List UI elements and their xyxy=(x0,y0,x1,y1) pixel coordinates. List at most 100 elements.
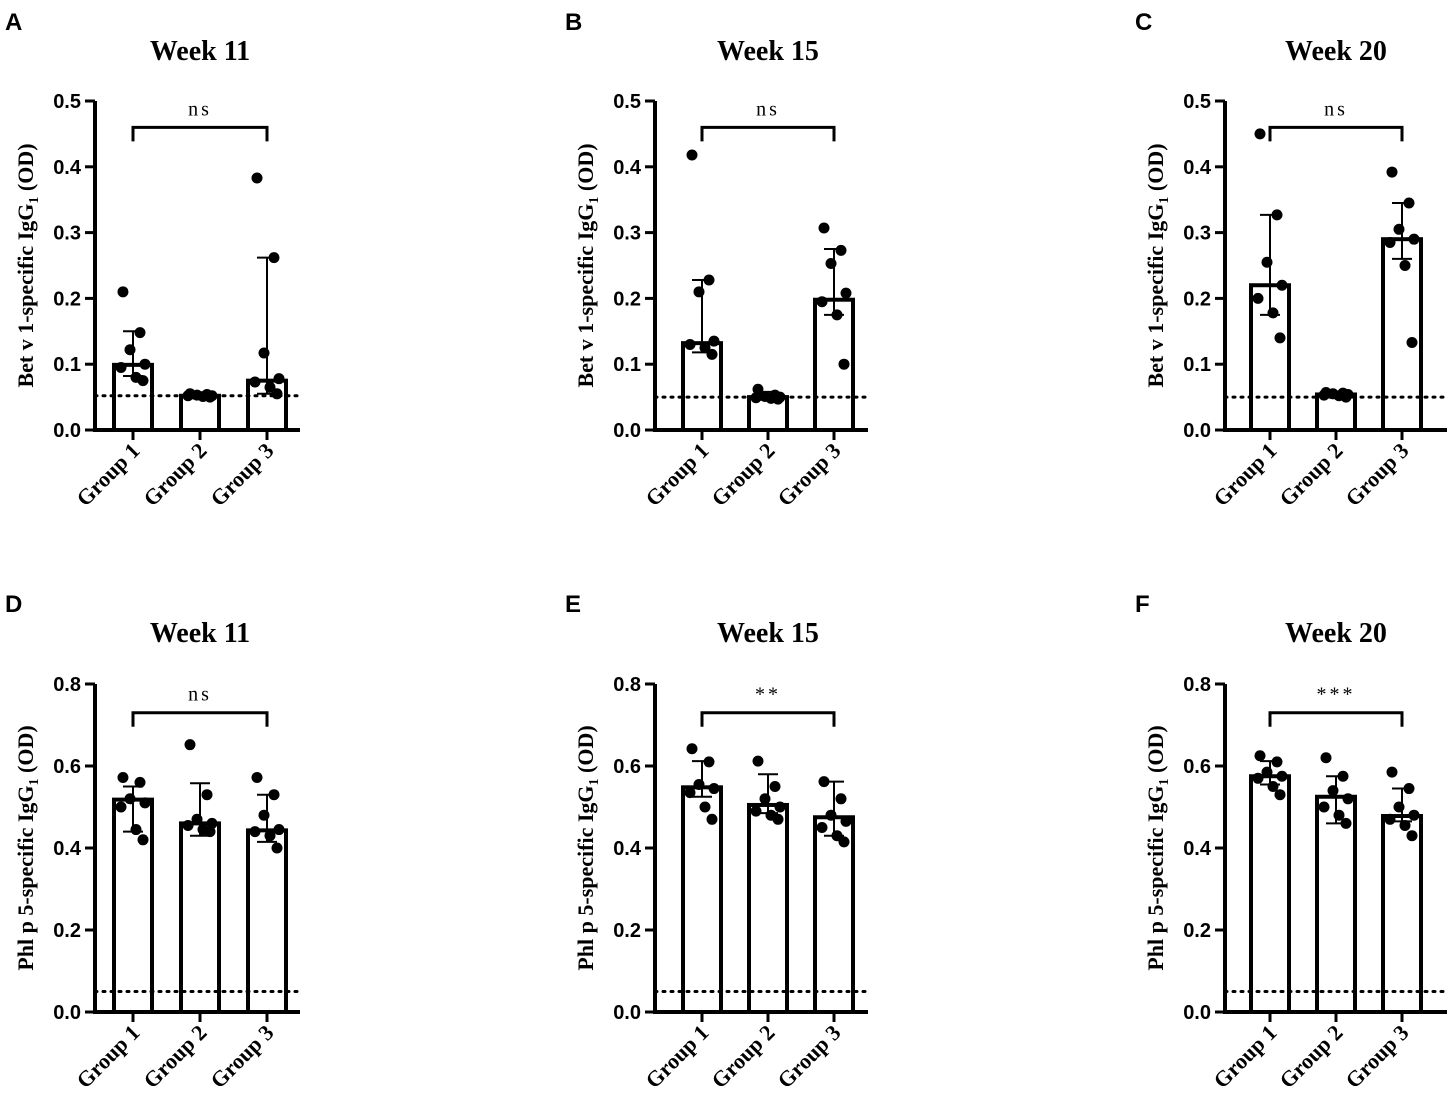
panel-letter: F xyxy=(1135,591,1150,618)
data-point xyxy=(708,335,720,347)
data-point xyxy=(1408,809,1420,821)
significance-label: ** xyxy=(755,684,781,706)
y-tick-label: 0.5 xyxy=(613,91,641,113)
data-point xyxy=(831,309,843,321)
data-point xyxy=(271,388,283,400)
bar-2 xyxy=(747,802,789,1015)
y-axis-label: Bet v 1-specific IgG1 (OD) xyxy=(13,143,42,387)
bar-2 xyxy=(1315,794,1357,1014)
data-point xyxy=(1318,389,1330,401)
panel-letter: C xyxy=(1135,9,1152,36)
data-point xyxy=(684,338,696,350)
data-point xyxy=(703,756,715,768)
data-point xyxy=(1386,766,1398,778)
data-point xyxy=(1271,209,1283,221)
x-tick-label: Group 1 xyxy=(640,1020,713,1093)
data-point xyxy=(1406,336,1418,348)
data-point xyxy=(1261,766,1273,778)
data-point xyxy=(774,801,786,813)
data-point xyxy=(251,172,263,184)
data-point xyxy=(1267,781,1279,792)
bar-3 xyxy=(246,828,288,1014)
x-tick-label: Group 2 xyxy=(1274,438,1347,511)
data-point xyxy=(772,813,784,825)
x-tick-label: Group 1 xyxy=(1208,1020,1281,1093)
data-point xyxy=(818,776,830,788)
data-point xyxy=(1342,793,1354,805)
data-point xyxy=(182,819,194,831)
y-tick-label: 0.2 xyxy=(1183,288,1211,310)
x-tick-label: Group 2 xyxy=(706,438,779,511)
significance-label: ns xyxy=(756,98,780,120)
data-point xyxy=(835,244,847,256)
data-point xyxy=(840,815,852,827)
data-point xyxy=(1403,783,1415,795)
data-point xyxy=(825,258,837,270)
y-axis-label: Phl p 5-specific IgG1 (OD) xyxy=(1143,725,1172,970)
y-tick-label: 0.1 xyxy=(1183,354,1211,376)
data-point xyxy=(684,787,696,799)
x-tick-label: Group 3 xyxy=(205,438,278,511)
data-point xyxy=(1261,256,1273,268)
x-tick-label: Group 1 xyxy=(71,1020,144,1093)
data-point xyxy=(1252,772,1264,784)
data-point xyxy=(139,358,151,370)
significance-label: ns xyxy=(1324,98,1348,120)
data-point xyxy=(750,805,762,817)
y-tick-label: 0.4 xyxy=(613,838,642,860)
data-point xyxy=(115,361,127,373)
y-tick-label: 0.1 xyxy=(53,354,81,376)
significance-bracket xyxy=(700,125,836,142)
data-point xyxy=(258,347,270,359)
significance-bracket xyxy=(1268,125,1404,142)
y-tick-label: 0.6 xyxy=(53,756,81,778)
data-point xyxy=(840,287,852,299)
x-tick-label: Group 1 xyxy=(640,438,713,511)
x-tick-label: Group 2 xyxy=(138,438,211,511)
data-point xyxy=(708,783,720,795)
data-point xyxy=(268,252,280,264)
data-point xyxy=(249,826,261,838)
data-point xyxy=(1340,817,1352,829)
y-tick-label: 0.4 xyxy=(53,838,82,860)
y-tick-label: 0.0 xyxy=(613,1002,641,1024)
data-point xyxy=(264,381,276,393)
y-tick-label: 0.4 xyxy=(1183,157,1212,179)
panel-letter: A xyxy=(5,9,22,36)
x-tick-label: Group 1 xyxy=(1208,438,1281,511)
panel-e: E Week 15 Phl p 5-specific IgG1 (OD) 0.0 0.2… xyxy=(565,591,868,1093)
y-tick-label: 0.4 xyxy=(1183,838,1212,860)
x-tick-label: Group 3 xyxy=(772,1020,845,1093)
data-point xyxy=(1408,233,1420,245)
data-point xyxy=(699,342,711,354)
data-point xyxy=(271,842,283,854)
bar-1 xyxy=(1249,774,1291,1014)
y-axis-label: Bet v 1-specific IgG1 (OD) xyxy=(1143,143,1172,387)
data-point xyxy=(206,817,218,829)
data-point xyxy=(750,392,762,404)
data-point xyxy=(268,789,280,801)
data-point xyxy=(1254,128,1266,140)
x-tick-label: Group 1 xyxy=(71,438,144,511)
y-tick-label: 0.1 xyxy=(613,354,641,376)
data-point xyxy=(1340,391,1352,403)
data-point xyxy=(769,781,781,792)
data-point xyxy=(273,824,285,836)
data-point xyxy=(258,809,270,821)
data-point xyxy=(204,391,216,403)
data-point xyxy=(1393,801,1405,813)
data-point xyxy=(115,801,127,813)
x-tick-label: Group 2 xyxy=(1274,1020,1347,1093)
data-point xyxy=(117,286,129,298)
data-point xyxy=(130,824,142,836)
data-point xyxy=(139,797,151,809)
data-point xyxy=(835,793,847,805)
chart-title: Week 11 xyxy=(150,618,250,649)
data-point xyxy=(1386,166,1398,178)
x-tick-label: Group 3 xyxy=(772,438,845,511)
data-point xyxy=(137,834,149,846)
y-tick-label: 0.6 xyxy=(613,756,641,778)
y-tick-label: 0.8 xyxy=(1183,674,1211,696)
data-point xyxy=(1254,750,1266,762)
data-point xyxy=(1267,307,1279,319)
